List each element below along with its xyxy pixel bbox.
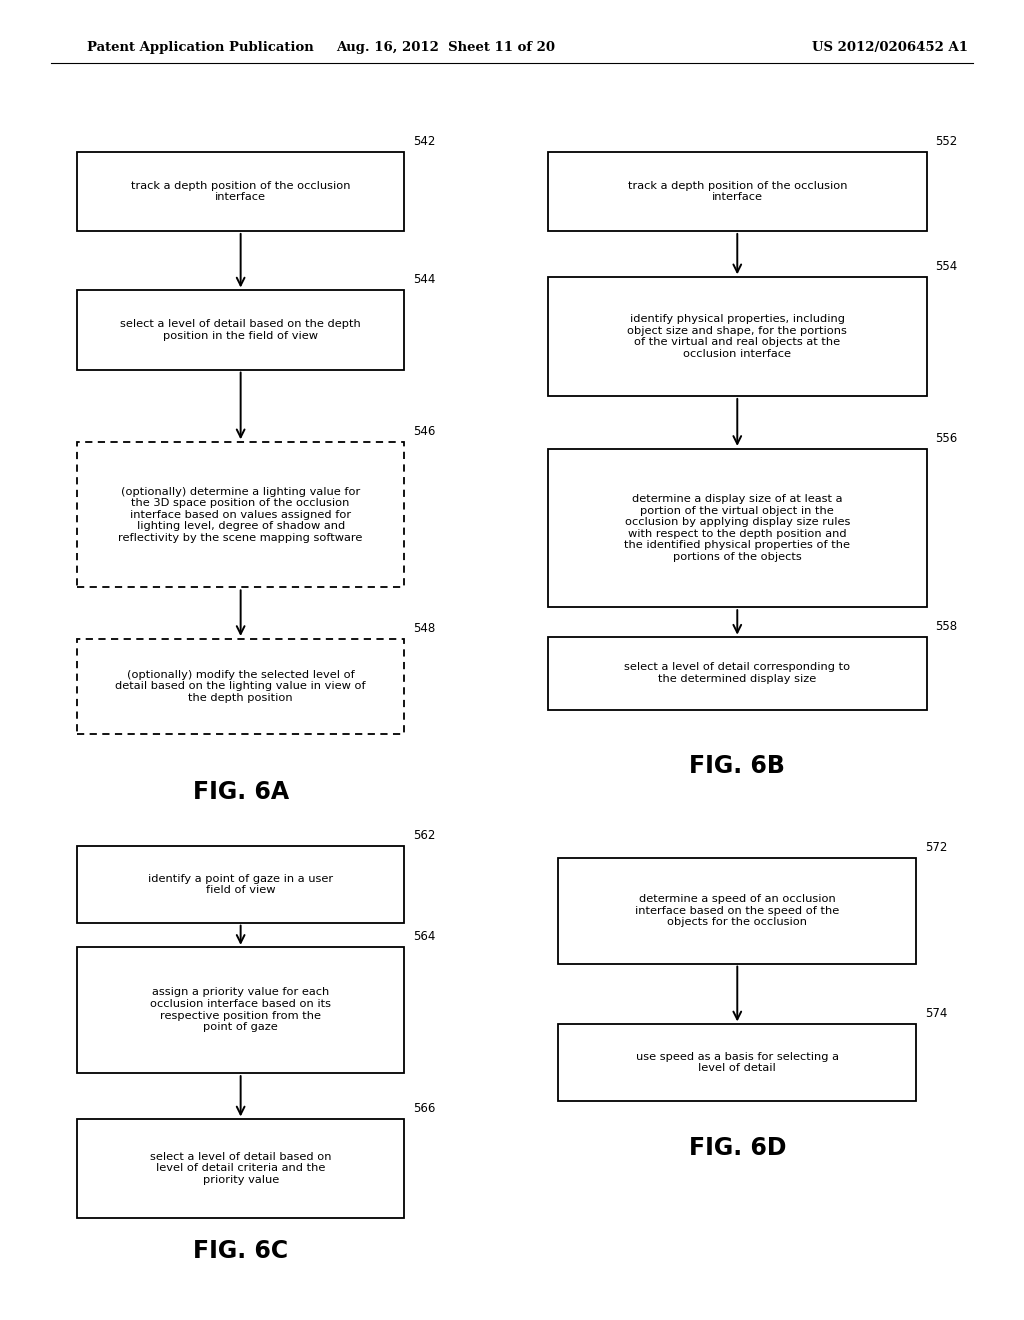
Text: 566: 566 <box>413 1102 435 1114</box>
Text: US 2012/0206452 A1: US 2012/0206452 A1 <box>812 41 968 54</box>
Bar <box>548 449 927 607</box>
Text: 554: 554 <box>935 260 957 273</box>
Text: FIG. 6C: FIG. 6C <box>194 1239 288 1263</box>
Text: select a level of detail based on the depth
position in the field of view: select a level of detail based on the de… <box>120 319 361 341</box>
Text: 558: 558 <box>935 620 957 634</box>
Text: select a level of detail corresponding to
the determined display size: select a level of detail corresponding t… <box>625 663 850 684</box>
Text: FIG. 6A: FIG. 6A <box>193 780 289 804</box>
Text: track a depth position of the occlusion
interface: track a depth position of the occlusion … <box>131 181 350 202</box>
Text: 564: 564 <box>413 931 435 942</box>
Text: (optionally) determine a lighting value for
the 3D space position of the occlusi: (optionally) determine a lighting value … <box>119 487 362 543</box>
Bar <box>77 290 404 370</box>
Text: track a depth position of the occlusion
interface: track a depth position of the occlusion … <box>628 181 847 202</box>
Text: select a level of detail based on
level of detail criteria and the
priority valu: select a level of detail based on level … <box>150 1151 332 1185</box>
Text: 556: 556 <box>935 432 957 445</box>
Bar <box>548 277 927 396</box>
Text: determine a speed of an occlusion
interface based on the speed of the
objects fo: determine a speed of an occlusion interf… <box>635 894 840 928</box>
Bar <box>77 639 404 734</box>
Text: assign a priority value for each
occlusion interface based on its
respective pos: assign a priority value for each occlusi… <box>151 987 331 1032</box>
Text: FIG. 6B: FIG. 6B <box>689 754 785 777</box>
Text: 546: 546 <box>413 425 435 438</box>
Text: determine a display size of at least a
portion of the virtual object in the
occl: determine a display size of at least a p… <box>625 494 850 562</box>
Bar <box>548 636 927 710</box>
Text: FIG. 6D: FIG. 6D <box>688 1137 786 1160</box>
Text: 542: 542 <box>413 135 435 148</box>
Bar <box>77 152 404 231</box>
Bar <box>558 858 916 964</box>
Text: 544: 544 <box>413 273 435 286</box>
Text: 552: 552 <box>935 135 957 148</box>
Text: identify a point of gaze in a user
field of view: identify a point of gaze in a user field… <box>148 874 333 895</box>
Bar <box>77 948 404 1072</box>
Bar <box>77 442 404 587</box>
Text: 572: 572 <box>925 841 947 854</box>
Bar <box>77 846 404 923</box>
Text: 562: 562 <box>413 829 435 842</box>
Text: 574: 574 <box>925 1007 947 1020</box>
Text: (optionally) modify the selected level of
detail based on the lighting value in : (optionally) modify the selected level o… <box>116 669 366 704</box>
Text: identify physical properties, including
object size and shape, for the portions
: identify physical properties, including … <box>628 314 847 359</box>
Text: Patent Application Publication: Patent Application Publication <box>87 41 313 54</box>
Text: Aug. 16, 2012  Sheet 11 of 20: Aug. 16, 2012 Sheet 11 of 20 <box>336 41 555 54</box>
Bar <box>548 152 927 231</box>
Bar <box>77 1119 404 1217</box>
Bar <box>558 1024 916 1101</box>
Text: 548: 548 <box>413 622 435 635</box>
Text: use speed as a basis for selecting a
level of detail: use speed as a basis for selecting a lev… <box>636 1052 839 1073</box>
